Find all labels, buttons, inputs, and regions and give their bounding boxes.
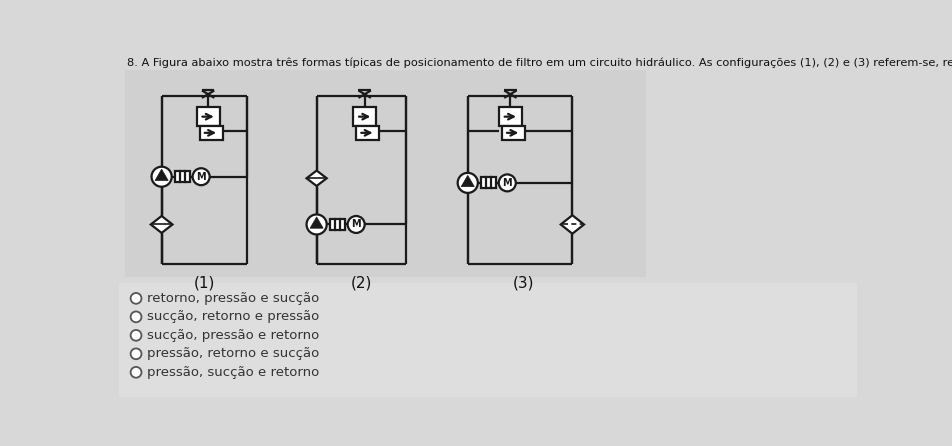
Text: M: M <box>503 178 512 188</box>
Bar <box>175 171 190 182</box>
Bar <box>353 107 376 126</box>
Circle shape <box>151 167 171 187</box>
Bar <box>126 70 646 277</box>
Circle shape <box>130 293 142 304</box>
Text: (1): (1) <box>193 275 215 290</box>
Circle shape <box>130 348 142 359</box>
Text: pressão, sucção e retorno: pressão, sucção e retorno <box>147 366 319 379</box>
Bar <box>502 126 526 140</box>
Circle shape <box>192 168 209 185</box>
Polygon shape <box>461 175 474 186</box>
Text: sucção, pressão e retorno: sucção, pressão e retorno <box>147 329 319 342</box>
Text: sucção, retorno e pressão: sucção, retorno e pressão <box>147 310 319 323</box>
Polygon shape <box>307 170 327 186</box>
Bar <box>499 107 522 126</box>
Bar <box>481 178 496 188</box>
Circle shape <box>130 367 142 378</box>
Text: M: M <box>196 172 206 182</box>
Circle shape <box>130 311 142 322</box>
Text: M: M <box>351 219 361 229</box>
Circle shape <box>347 216 365 233</box>
Circle shape <box>130 330 142 341</box>
Circle shape <box>458 173 478 193</box>
Bar <box>119 283 857 397</box>
Polygon shape <box>150 216 172 233</box>
Polygon shape <box>155 169 169 181</box>
Bar <box>200 126 223 140</box>
Text: retorno, pressão e sucção: retorno, pressão e sucção <box>147 292 319 305</box>
Polygon shape <box>310 217 323 228</box>
Text: pressão, retorno e sucção: pressão, retorno e sucção <box>147 347 319 360</box>
Bar <box>329 219 346 230</box>
Bar <box>196 107 220 126</box>
Text: (3): (3) <box>513 275 535 290</box>
Text: (2): (2) <box>350 275 372 290</box>
Text: 8. A Figura abaixo mostra três formas típicas de posicionamento de filtro em um : 8. A Figura abaixo mostra três formas tí… <box>127 58 952 68</box>
Polygon shape <box>561 215 584 234</box>
Circle shape <box>499 174 516 191</box>
Bar <box>356 126 380 140</box>
Circle shape <box>307 215 327 235</box>
